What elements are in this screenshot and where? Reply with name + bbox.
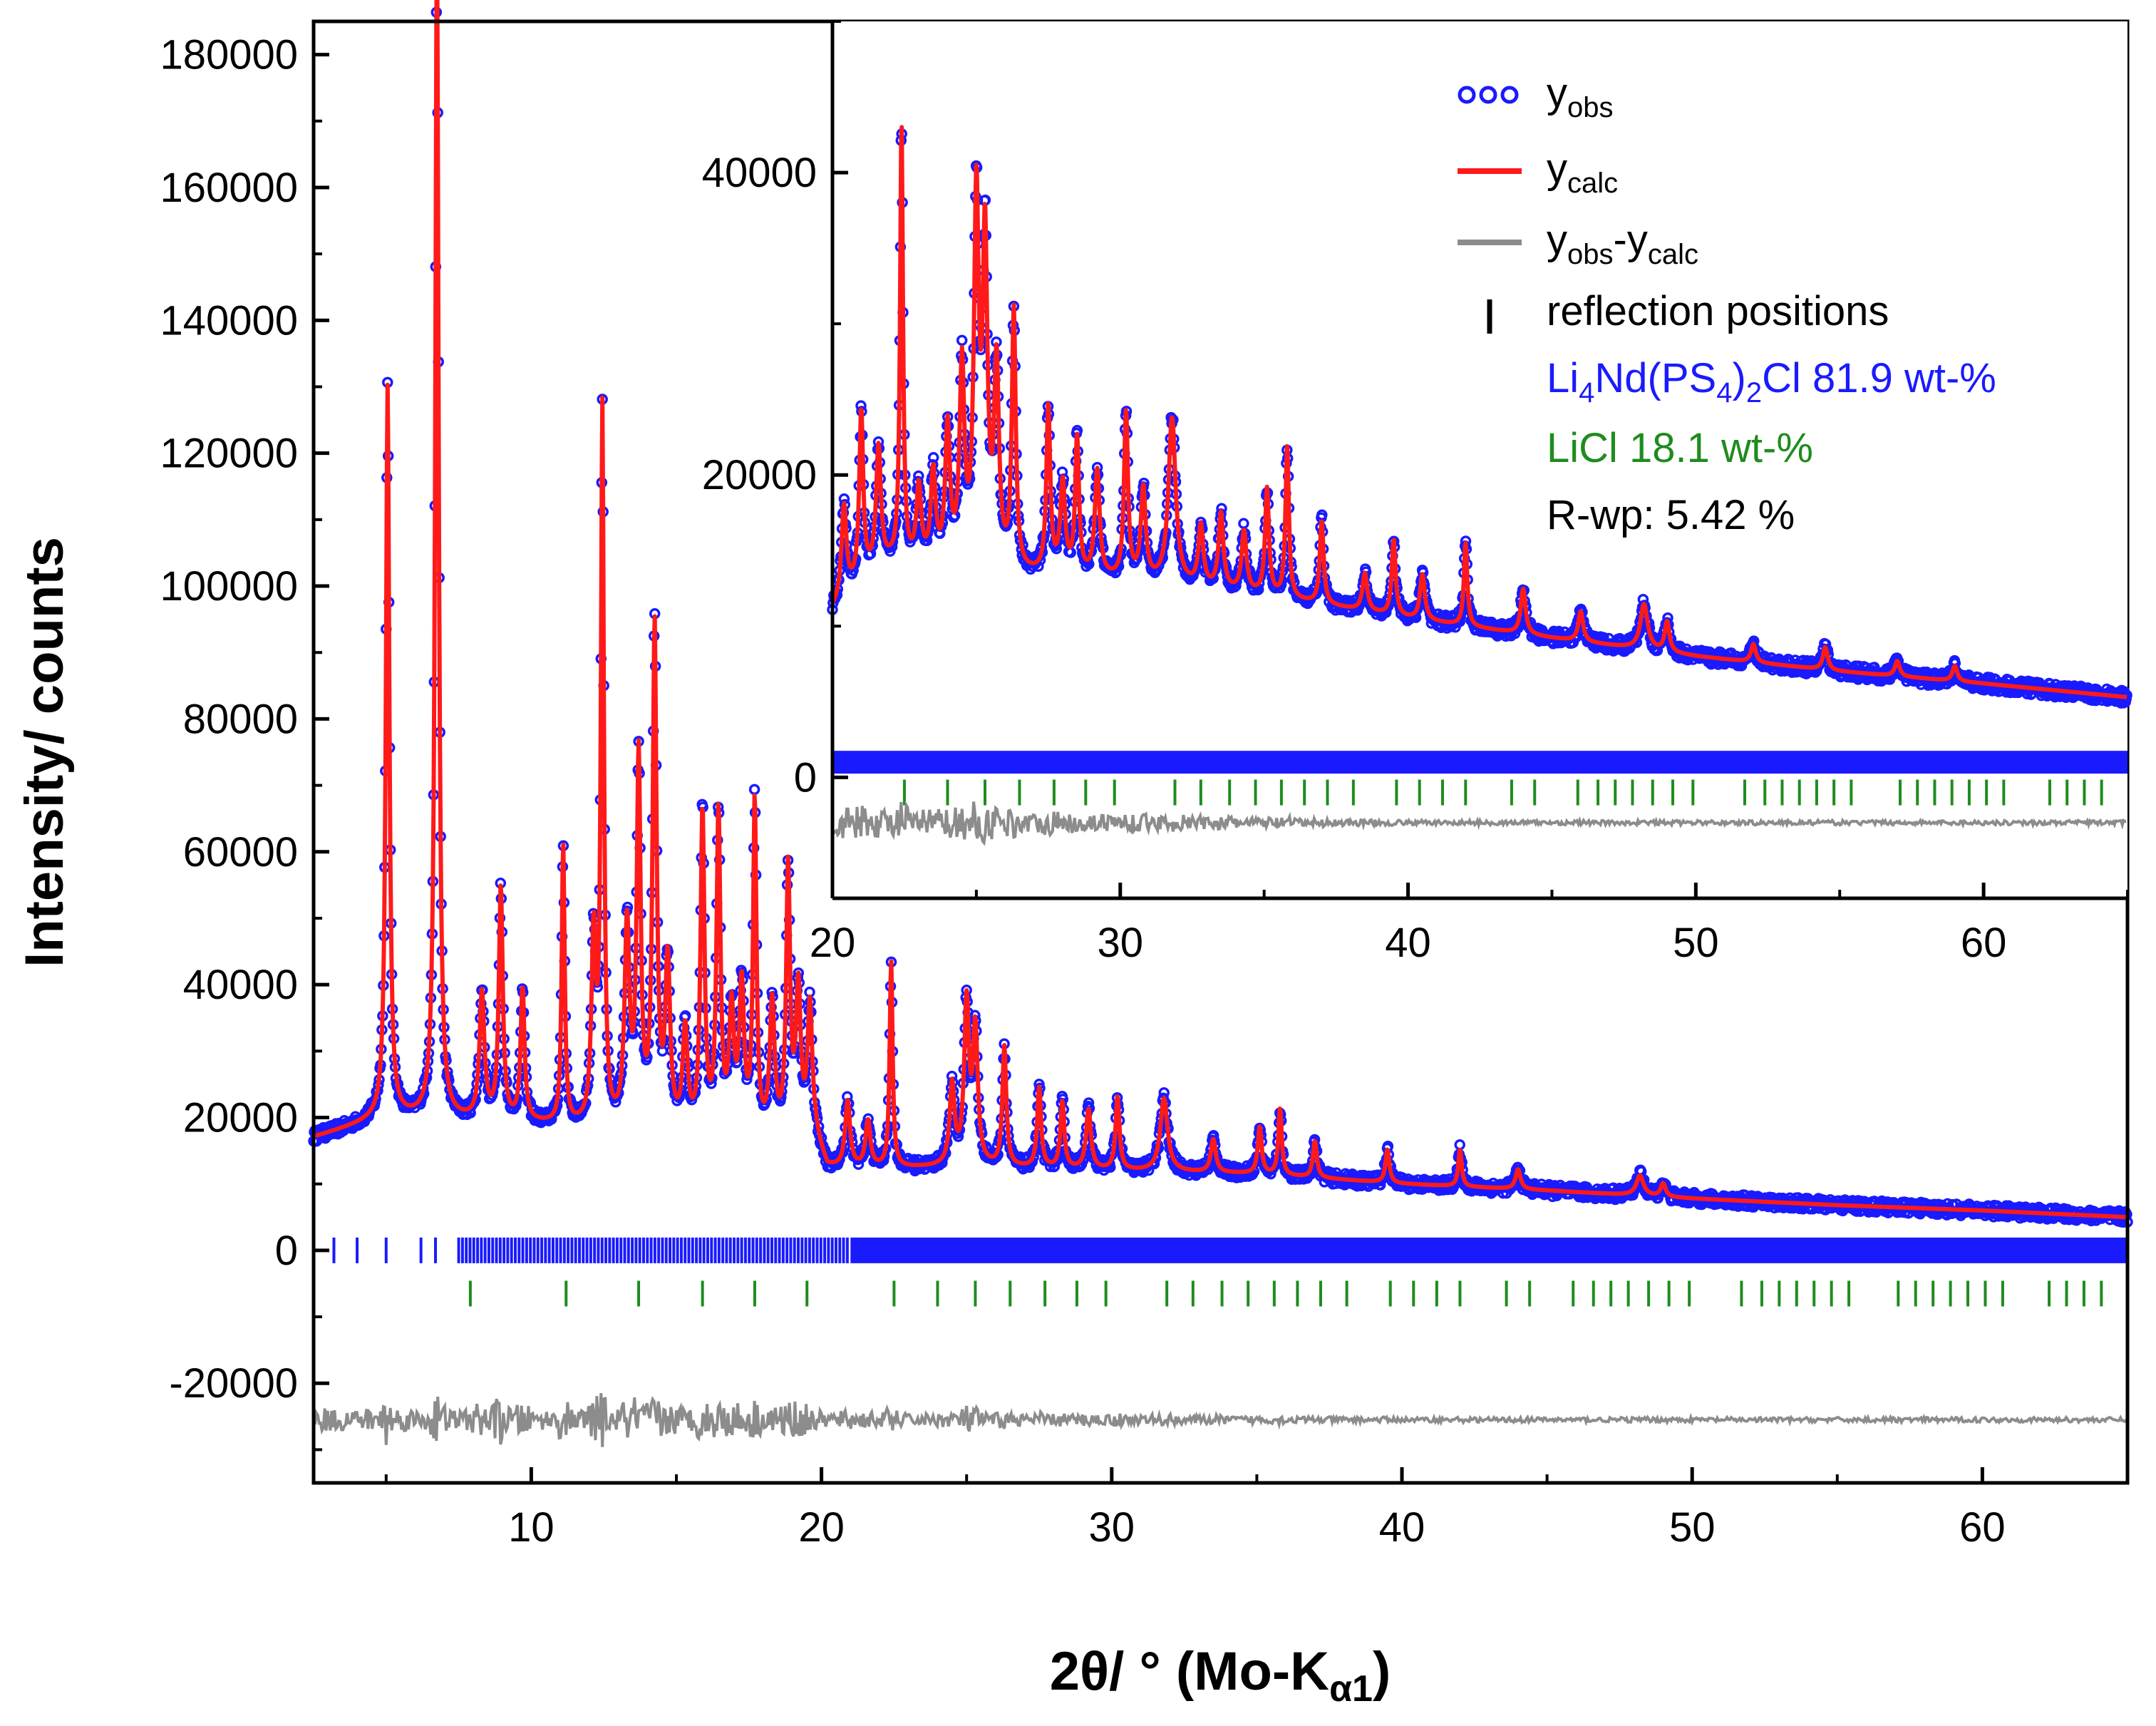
y-tick-label: 40000 [702, 150, 817, 196]
x-tick-label: 60 [1959, 1504, 2006, 1551]
legend-observed-y: y [1547, 70, 1567, 116]
y-tick-label: 180000 [160, 32, 298, 78]
y-tick-label: 0 [794, 754, 817, 801]
inset-panel: 20 30 40 50 60 0 20000 40000 [702, 20, 2132, 966]
y-tick-label: -20000 [169, 1360, 298, 1407]
phase1-reflection-ticks [832, 751, 2127, 774]
y-tick-label: 20000 [702, 452, 817, 498]
x-tick-label: 50 [1673, 920, 1719, 966]
x-tick-label: 60 [1961, 920, 2007, 966]
x-tick-label: 30 [1098, 920, 1144, 966]
x-tick-label: 50 [1669, 1504, 1716, 1551]
annotation-phase-licl: LiCl 18.1 wt-% [1547, 425, 1813, 471]
y-tick-label: 40000 [183, 962, 298, 1008]
x-axis-label-subscript: α1 [1329, 1668, 1373, 1710]
legend-difference-sub: obs [1567, 239, 1614, 270]
y-tick-label: 0 [275, 1228, 298, 1274]
legend-difference-y: y [1547, 217, 1567, 263]
phase1-tick-band [832, 751, 2127, 774]
phase-li4nd-part: Cl 81.9 wt-% [1762, 355, 1996, 401]
x-tick-label: 20 [810, 920, 856, 966]
legend-calculated-sub: calc [1567, 168, 1618, 199]
phase1-reflection-ticks [332, 1237, 2127, 1263]
y-tick-label: 60000 [183, 829, 298, 875]
x-tick-label: 40 [1385, 920, 1431, 966]
annotation-phase-li4nd: Li4Nd(PS4)2Cl 81.9 wt-% [1547, 355, 1996, 409]
legend-reflections: reflection positions [1487, 288, 1889, 334]
phase-li4nd-sub: 4 [1716, 377, 1732, 409]
legend-difference-sub2: calc [1648, 239, 1698, 270]
y-tick-label: 80000 [183, 696, 298, 742]
legend-observed-sub: obs [1567, 92, 1614, 123]
phase-li4nd-part: ) [1732, 355, 1745, 401]
legend-reflections-label: reflection positions [1547, 288, 1889, 334]
y-tick-label: 140000 [160, 297, 298, 344]
y-tick-label: 20000 [183, 1095, 298, 1141]
main-traces [308, 0, 2133, 1447]
x-tick-label: 10 [508, 1504, 555, 1551]
y-tick-label: 100000 [160, 563, 298, 610]
phase-li4nd-sub: 4 [1579, 377, 1594, 409]
x-tick-label: 30 [1089, 1504, 1135, 1551]
x-axis-label-main: 2θ/ ° (Mo-K [1050, 1641, 1329, 1702]
x-axis-label-end: ) [1373, 1641, 1391, 1702]
x-tick-label: 20 [798, 1504, 845, 1551]
legend-calculated-y: y [1547, 145, 1567, 192]
y-tick-label: 120000 [160, 431, 298, 477]
x-tick-label: 40 [1379, 1504, 1425, 1551]
annotation-rwp: R-wp: 5.42 % [1547, 492, 1795, 538]
y-tick-label: 160000 [160, 165, 298, 211]
phase-li4nd-sub: 2 [1746, 377, 1762, 409]
phase1-tick-band [850, 1237, 2127, 1263]
phase-li4nd-part: Nd(PS [1594, 355, 1716, 401]
main-panel: 10 20 30 40 50 60 -20000020000400006000080000… [160, 0, 2133, 1551]
legend-difference-mid: -y [1614, 217, 1648, 263]
phase-li4nd-part: Li [1547, 355, 1579, 401]
y-axis-label: Intensity/ counts [14, 537, 75, 967]
